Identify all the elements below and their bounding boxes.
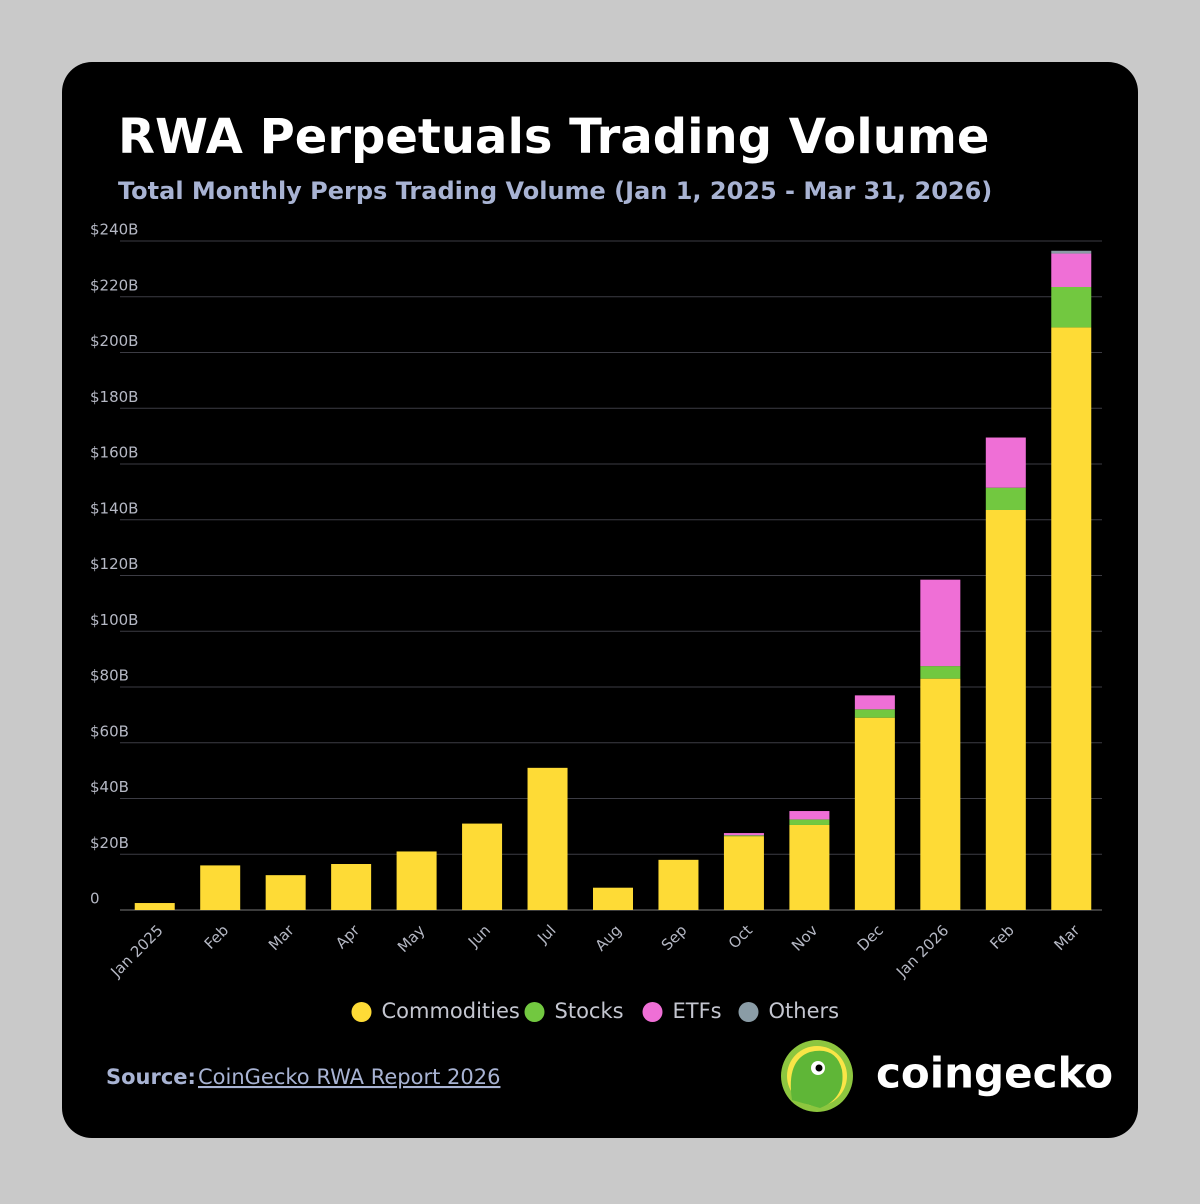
bar-segment	[985, 437, 1026, 488]
legend-label: ETFs	[673, 999, 722, 1023]
source-label: Source:	[106, 1065, 196, 1089]
bar-segment	[1051, 286, 1092, 328]
bar-segment	[920, 579, 961, 667]
y-tick-label: $180B	[90, 388, 138, 406]
legend-label: Others	[769, 999, 840, 1023]
bar-segment	[593, 887, 633, 910]
bar-segment	[134, 903, 175, 910]
bar-segment	[789, 811, 830, 820]
card	[62, 62, 1138, 1138]
bar-segment	[1051, 327, 1092, 911]
bar-segment	[527, 767, 568, 910]
legend-label: Commodities	[382, 999, 520, 1023]
bar-segment	[985, 509, 1026, 910]
logo-pupil	[815, 1064, 823, 1072]
y-tick-label: $240B	[90, 221, 138, 239]
bar-segment	[789, 824, 830, 910]
bar-segment	[200, 865, 241, 910]
y-tick-label: $220B	[90, 276, 138, 294]
bar-segment	[331, 864, 372, 910]
logo-gecko	[790, 1050, 843, 1108]
chart-title: RWA Perpetuals Trading Volume	[118, 109, 989, 165]
brand: coingecko	[876, 1049, 1113, 1098]
bar-segment	[723, 833, 764, 836]
bar-segment	[985, 487, 1026, 510]
bar-segment	[1051, 253, 1092, 287]
y-tick-label: $200B	[90, 332, 138, 350]
bar-segment	[789, 819, 830, 825]
bar-segment	[920, 678, 961, 910]
chart-subtitle: Total Monthly Perps Trading Volume (Jan …	[118, 177, 992, 205]
y-tick-label: $80B	[90, 667, 129, 685]
legend-marker	[351, 1002, 372, 1022]
bar-segment	[462, 823, 503, 910]
y-tick-label: $140B	[90, 499, 138, 517]
y-tick-label: $60B	[90, 722, 129, 740]
bar-segment	[854, 717, 895, 910]
bar-segment	[658, 859, 699, 910]
source-link[interactable]: CoinGecko RWA Report 2026	[198, 1065, 500, 1089]
y-tick-label: $120B	[90, 555, 138, 573]
bar-segment	[920, 666, 961, 679]
y-tick-label: $100B	[90, 611, 138, 629]
bar-segment	[1051, 250, 1092, 254]
legend-label: Stocks	[555, 999, 624, 1023]
y-tick-label: $20B	[90, 834, 129, 852]
legend-marker	[738, 1002, 759, 1022]
y-tick-label: $160B	[90, 444, 138, 462]
bar-segment	[265, 875, 306, 910]
logo	[781, 1040, 853, 1112]
y-tick-label: 0	[90, 890, 100, 908]
bar-segment	[396, 851, 437, 910]
bar-segment	[854, 695, 895, 710]
legend-marker	[642, 1002, 663, 1022]
bar-segment	[723, 835, 764, 837]
bar-segment	[854, 709, 895, 718]
bar-segment	[723, 836, 764, 910]
y-tick-label: $40B	[90, 778, 129, 796]
legend-marker	[524, 1002, 545, 1022]
